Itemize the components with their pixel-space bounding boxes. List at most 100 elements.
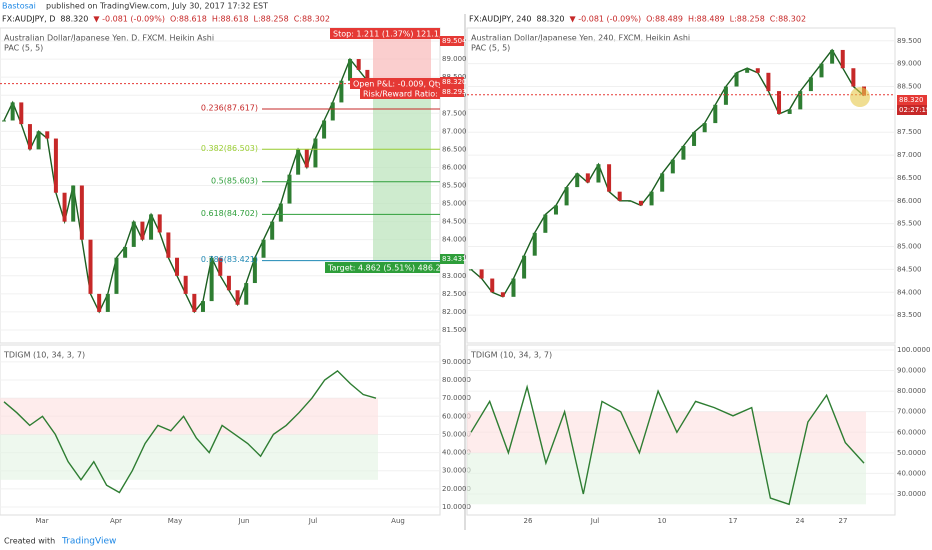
candle	[192, 293, 197, 312]
osc-tick-label: 90.0000	[442, 358, 471, 366]
time-label: Jul	[308, 517, 318, 525]
candle	[713, 104, 718, 124]
candle	[97, 293, 102, 312]
candle	[209, 257, 214, 302]
candle	[45, 131, 50, 139]
osc-tick-label: 50.0000	[442, 430, 471, 438]
candle	[53, 138, 58, 193]
candle	[105, 293, 110, 312]
price-tick-label: 86.000	[442, 163, 467, 171]
price-tick-label: 87.000	[897, 151, 922, 159]
price-tag-label: 88.320	[899, 96, 924, 104]
high: H:88.489	[688, 15, 725, 24]
candle	[278, 203, 283, 222]
candle	[235, 290, 240, 305]
time-label: 26	[524, 517, 533, 525]
candle	[607, 164, 612, 192]
price-tag	[440, 254, 464, 264]
stop-label: Stop: 1.211 (1.37%) 121.1, Amo	[333, 30, 462, 39]
osc-tick-label: 60.0000	[897, 428, 926, 436]
price-tag	[440, 36, 464, 46]
osc-title: TDIGM (10, 34, 3, 7)	[3, 351, 85, 360]
candle	[564, 187, 569, 206]
candle	[490, 278, 495, 293]
candle	[479, 269, 484, 279]
osc-tick-label: 70.0000	[897, 408, 926, 416]
candle	[296, 149, 301, 175]
candle	[166, 232, 171, 258]
price-tag	[440, 77, 464, 87]
osc-tick-label: 70.0000	[442, 394, 471, 402]
fib-label: 0.618(84.702)	[201, 209, 258, 218]
candle	[553, 205, 558, 215]
candle	[226, 275, 231, 291]
candle	[114, 257, 119, 294]
fib-label: 0.236(87.617)	[201, 104, 258, 113]
rr-label-box	[360, 88, 440, 99]
brand[interactable]: TradingView	[61, 537, 116, 547]
price-tag	[897, 105, 927, 115]
candle	[348, 59, 353, 81]
candle	[670, 159, 675, 174]
candle	[543, 214, 548, 233]
price: 88.320	[537, 15, 565, 24]
time-label: May	[168, 517, 182, 525]
candle	[365, 69, 370, 81]
osc-band	[0, 398, 378, 435]
candle	[522, 255, 527, 279]
price-tick-label: 85.500	[897, 220, 922, 228]
price-tag-label: 89.504	[442, 37, 467, 45]
candle	[123, 246, 128, 258]
osc-tick-label: 30.0000	[897, 490, 926, 498]
change: ▼ -0.081 (-0.09%)	[570, 15, 642, 24]
fib-label: 0.5(85.603)	[211, 176, 258, 185]
candle	[200, 301, 205, 312]
candle	[140, 221, 145, 240]
candle	[585, 173, 590, 183]
price: 88.320	[60, 15, 88, 24]
price-tick-label: 84.500	[897, 265, 922, 273]
candle	[244, 283, 249, 305]
fib-label: 0.786(83.421)	[201, 255, 258, 264]
target-label: Target: 4.862 (5.51%) 486.2, Amo	[327, 264, 464, 273]
price-pane	[466, 27, 896, 344]
osc-pane	[0, 344, 441, 516]
candle	[617, 191, 622, 201]
candle	[734, 72, 739, 87]
osc-tick-label: 40.0000	[442, 449, 471, 457]
pane-title: Australian Dollar/Japanese Yen, D, FXCM,…	[4, 34, 214, 43]
osc-band	[0, 434, 378, 480]
price-tick-label: 83.500	[897, 311, 922, 319]
osc-tick-label: 90.0000	[897, 367, 926, 375]
price-tick-label: 86.500	[442, 145, 467, 153]
candle	[88, 239, 93, 294]
open: O:88.489	[646, 15, 683, 24]
candle	[681, 145, 686, 160]
price-tick-label: 86.000	[897, 197, 922, 205]
price-tag-label: 88.293	[442, 88, 467, 96]
candle	[851, 68, 856, 87]
candle	[183, 275, 188, 294]
osc-line	[3, 369, 377, 494]
osc-title: TDIGM (10, 34, 3, 7)	[470, 351, 552, 360]
osc-tick-label: 20.0000	[442, 485, 471, 493]
price-tick-label: 82.000	[442, 308, 467, 316]
author[interactable]: Bastosai	[2, 2, 36, 11]
osc-line	[470, 384, 865, 506]
candle	[575, 173, 580, 188]
time-label: Mar	[35, 517, 48, 525]
price-tag-label: 02:27:19	[899, 106, 930, 114]
osc-band	[467, 411, 866, 453]
candle	[830, 49, 835, 64]
candle	[660, 173, 665, 192]
candle	[287, 174, 292, 204]
close: C:88.302	[294, 15, 330, 24]
low: L:88.258	[730, 15, 765, 24]
osc-tick-label: 80.0000	[897, 387, 926, 395]
price-tick-label: 89.000	[442, 55, 467, 63]
candle	[723, 86, 728, 105]
osc-tick-label: 100.0000	[897, 346, 930, 354]
candle	[356, 59, 361, 70]
osc-band	[467, 452, 866, 505]
